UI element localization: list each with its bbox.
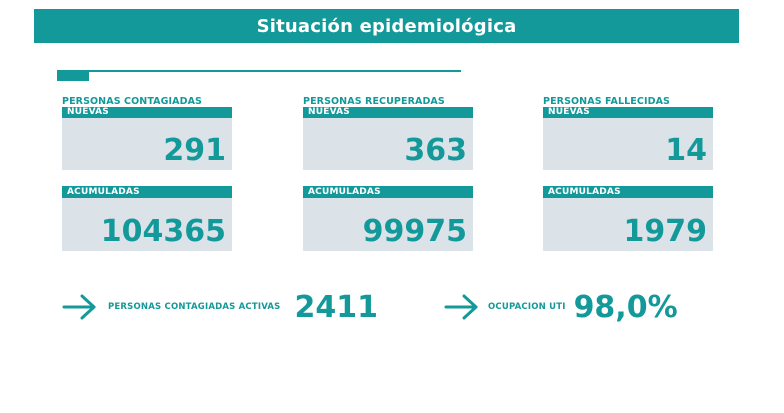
active-cases-label: PERSONAS CONTAGIADAS ACTIVAS bbox=[108, 302, 281, 312]
arrow-right-icon bbox=[444, 294, 478, 320]
icu-occupancy-label: OCUPACION UTI bbox=[488, 302, 566, 312]
column-fallecidas: PERSONAS FALLECIDAS NUEVAS 14 ACUMULADAS… bbox=[543, 96, 713, 251]
card-acumuladas: ACUMULADAS 99975 bbox=[303, 186, 473, 251]
card-body: 99975 bbox=[303, 198, 473, 251]
card-header: ACUMULADAS bbox=[303, 186, 473, 198]
card-nuevas: NUEVAS 291 bbox=[62, 107, 232, 170]
arrow-right-icon bbox=[62, 294, 96, 320]
card-value: 99975 bbox=[362, 214, 467, 249]
card-value: 1979 bbox=[623, 214, 708, 249]
summary-icu-occupancy: OCUPACION UTI 98,0% bbox=[444, 286, 678, 328]
card-body: 363 bbox=[303, 118, 473, 170]
card-body: 1979 bbox=[543, 198, 713, 251]
active-cases-value: 2411 bbox=[294, 289, 379, 325]
card-body: 14 bbox=[543, 118, 713, 170]
page-title: Situación epidemiológica bbox=[256, 15, 517, 37]
card-body: 291 bbox=[62, 118, 232, 170]
card-nuevas: NUEVAS 363 bbox=[303, 107, 473, 170]
card-value: 104365 bbox=[100, 214, 226, 249]
card-header: ACUMULADAS bbox=[62, 186, 232, 198]
card-header: ACUMULADAS bbox=[543, 186, 713, 198]
column-title: PERSONAS CONTAGIADAS bbox=[62, 96, 202, 107]
card-header: NUEVAS bbox=[62, 107, 232, 118]
card-nuevas: NUEVAS 14 bbox=[543, 107, 713, 170]
divider-accent-block bbox=[57, 70, 89, 81]
icu-occupancy-value: 98,0% bbox=[573, 289, 678, 325]
divider-line bbox=[57, 70, 461, 72]
card-value: 363 bbox=[404, 133, 467, 168]
card-acumuladas: ACUMULADAS 104365 bbox=[62, 186, 232, 251]
card-header: NUEVAS bbox=[543, 107, 713, 118]
column-recuperadas: PERSONAS RECUPERADAS NUEVAS 363 ACUMULAD… bbox=[303, 96, 473, 251]
card-acumuladas: ACUMULADAS 1979 bbox=[543, 186, 713, 251]
card-header: NUEVAS bbox=[303, 107, 473, 118]
card-value: 291 bbox=[163, 133, 226, 168]
summary-active-cases: PERSONAS CONTAGIADAS ACTIVAS 2411 bbox=[62, 286, 378, 328]
column-title: PERSONAS FALLECIDAS bbox=[543, 96, 670, 107]
card-body: 104365 bbox=[62, 198, 232, 251]
title-bar: Situación epidemiológica bbox=[34, 9, 739, 43]
column-title: PERSONAS RECUPERADAS bbox=[303, 96, 445, 107]
column-contagiadas: PERSONAS CONTAGIADAS NUEVAS 291 ACUMULAD… bbox=[62, 96, 232, 251]
card-value: 14 bbox=[665, 133, 707, 168]
